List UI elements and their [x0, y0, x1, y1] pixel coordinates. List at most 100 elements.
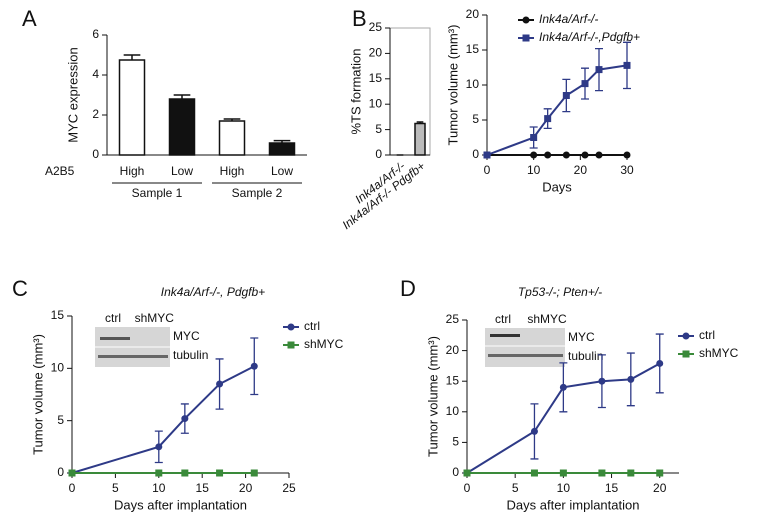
blot-c [95, 327, 170, 367]
marker [581, 80, 589, 88]
y-tick-label: 25 [369, 20, 383, 34]
y-tick-label: 10 [446, 404, 460, 418]
marker [216, 380, 224, 388]
marker [559, 383, 567, 391]
y-tick-label: 20 [446, 343, 460, 357]
blot-band [98, 355, 168, 358]
marker [530, 134, 538, 141]
x-tick-label: 0 [464, 481, 471, 495]
marker [530, 427, 538, 435]
x-tick-label: 20 [653, 481, 667, 495]
marker [155, 443, 163, 451]
y-tick-label: 0 [375, 147, 382, 161]
legend-marker [682, 332, 690, 340]
blot-band [488, 354, 563, 357]
legend-label: Ink4a/Arf-/- [539, 12, 598, 26]
marker [68, 469, 76, 477]
y-tick-label: 4 [92, 67, 99, 81]
group-label: Sample 1 [132, 186, 183, 200]
blot-d [485, 328, 565, 367]
marker [598, 469, 606, 477]
bar [118, 59, 146, 156]
y-tick-label: 0 [92, 147, 99, 161]
x-tick-label: 25 [282, 481, 296, 495]
marker [530, 151, 538, 159]
marker [544, 115, 552, 123]
x-tick-label: 5 [112, 481, 119, 495]
y-tick-label: 0 [472, 147, 479, 161]
marker [463, 469, 471, 477]
row-label: A2B5 [45, 164, 75, 178]
x-axis-label: Days after implantation [507, 497, 640, 512]
marker [595, 66, 603, 74]
marker [656, 359, 664, 367]
y-axis-label: Tumor volume (mm³) [425, 336, 440, 457]
y-tick-label: 20 [466, 7, 480, 21]
marker [250, 362, 258, 370]
marker [216, 469, 224, 477]
x-tick-label: 5 [512, 481, 519, 495]
legend-label: shMYC [699, 346, 739, 360]
marker [483, 151, 491, 159]
inset-row: tubulin [568, 349, 603, 363]
marker [155, 469, 163, 477]
inset-row: MYC [173, 329, 200, 343]
marker [627, 469, 635, 477]
error-bar [123, 54, 141, 60]
x-tick-label: 20 [574, 163, 588, 177]
chart-title: Tp53-/-; Pten+/- [518, 285, 602, 299]
blot-image [485, 328, 565, 367]
bar [414, 122, 426, 156]
y-axis-label: %TS formation [348, 49, 363, 135]
y-axis-label: Tumor volume (mm³) [445, 25, 460, 146]
bar [218, 120, 246, 156]
x-axis-label: Days [542, 179, 572, 194]
y-tick-label: 20 [369, 46, 383, 60]
x-tick-label: 10 [527, 163, 541, 177]
chart-title: Ink4a/Arf-/-, Pdgfb+ [161, 285, 265, 299]
x-tick-label: 10 [152, 481, 166, 495]
legend-marker [287, 341, 295, 349]
legend-marker [522, 16, 530, 24]
panel-label: B [352, 6, 367, 31]
marker [656, 469, 664, 477]
blot-band [490, 334, 520, 337]
x-tick-label: 30 [620, 163, 634, 177]
x-tick-label: High [220, 164, 245, 178]
inset-column: shMYC [527, 312, 567, 326]
inset-column: ctrl [495, 312, 511, 326]
x-tick-label: Low [171, 164, 193, 178]
inset-column: shMYC [135, 311, 175, 325]
marker [562, 92, 570, 99]
y-tick-label: 15 [446, 373, 460, 387]
bar [168, 98, 196, 156]
blot-band [100, 337, 130, 340]
y-tick-label: 10 [51, 361, 65, 375]
legend-label: ctrl [699, 328, 715, 342]
legend-marker [522, 34, 530, 42]
inset-row: MYC [568, 330, 595, 344]
group-label: Sample 2 [232, 186, 283, 200]
x-axis-label: Days after implantation [114, 497, 247, 512]
x-tick-label: High [120, 164, 145, 178]
y-tick-label: 0 [452, 465, 459, 479]
y-tick-label: 15 [369, 71, 383, 85]
marker [595, 151, 603, 159]
y-tick-label: 5 [472, 112, 479, 126]
legend-label: ctrl [304, 319, 320, 333]
marker [627, 375, 635, 383]
legend-label: Ink4a/Arf-/-,Pdgfb+ [539, 30, 640, 44]
y-tick-label: 15 [466, 42, 480, 56]
inset-row: tubulin [173, 348, 208, 362]
x-tick-label: 0 [69, 481, 76, 495]
y-tick-label: 0 [57, 465, 64, 479]
marker [544, 151, 552, 159]
series-line [466, 362, 661, 474]
legend-label: shMYC [304, 337, 344, 351]
y-tick-label: 15 [51, 308, 65, 322]
marker [181, 415, 189, 423]
marker [530, 469, 538, 477]
marker [250, 469, 258, 477]
